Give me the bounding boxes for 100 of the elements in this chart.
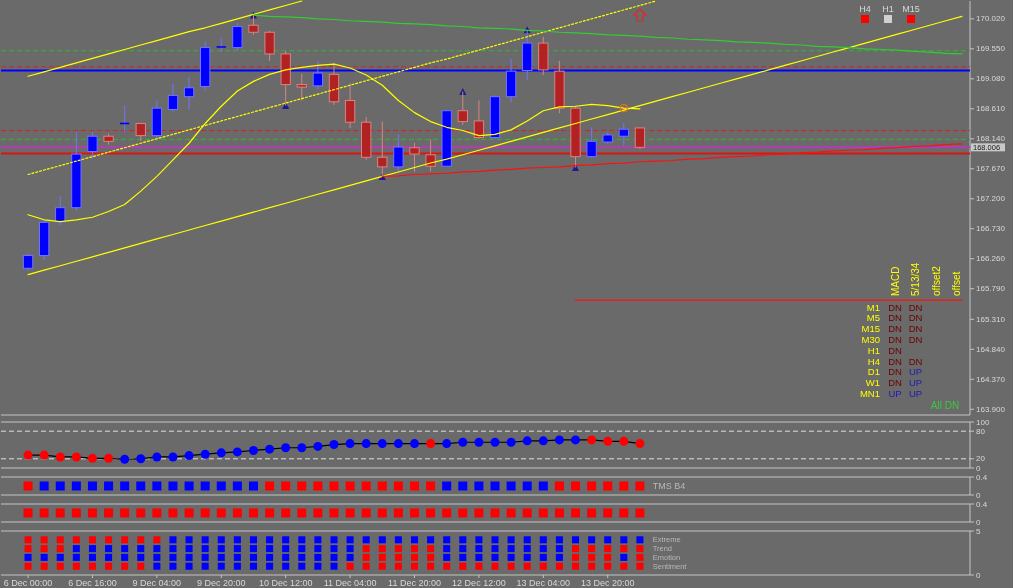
point	[152, 452, 162, 462]
point	[443, 536, 451, 544]
point	[201, 553, 209, 561]
candlestick	[377, 121, 388, 177]
y-tick-label: 20	[976, 454, 986, 464]
point	[588, 536, 596, 544]
y-tick-label: 0	[976, 517, 981, 527]
point	[475, 536, 483, 544]
point	[153, 545, 161, 553]
y-tick-label: 0	[976, 570, 981, 580]
point	[636, 536, 644, 544]
point	[298, 545, 306, 553]
point	[554, 435, 564, 445]
point	[200, 449, 210, 459]
text: DN	[908, 355, 923, 367]
point	[603, 436, 613, 446]
point	[362, 536, 370, 544]
point	[571, 435, 581, 445]
point	[314, 545, 322, 553]
point	[40, 562, 48, 570]
y-tick-label: 165.790	[976, 284, 1006, 294]
y-tick-label: 163.900	[976, 404, 1006, 414]
point	[88, 545, 96, 553]
text: DN	[908, 301, 923, 313]
point	[233, 545, 241, 553]
text: UP	[888, 387, 902, 399]
text: DN	[888, 355, 902, 367]
category-label: M5	[866, 312, 880, 324]
x-tick-label: 13 Dec 04:00	[516, 577, 571, 588]
x-tick-label: 13 Dec 20:00	[580, 577, 635, 588]
candlestick	[425, 138, 436, 172]
y-tick-label: 169.550	[976, 44, 1006, 54]
point	[523, 545, 531, 553]
point	[329, 440, 339, 450]
point	[491, 536, 499, 544]
point	[137, 553, 145, 561]
text: DN	[888, 323, 902, 335]
point	[314, 553, 322, 561]
point	[217, 536, 225, 544]
category-label: M15	[902, 4, 920, 14]
candlestick	[618, 122, 629, 147]
point	[346, 545, 354, 553]
point	[185, 545, 193, 553]
line-series	[27, 0, 303, 77]
point	[539, 553, 547, 561]
point	[393, 439, 403, 449]
point	[426, 439, 436, 449]
text: DN	[908, 323, 923, 335]
point	[362, 562, 370, 570]
point	[459, 536, 467, 544]
text: DN	[888, 301, 902, 313]
x-tick-label: 9 Dec 04:00	[132, 577, 182, 588]
point	[137, 562, 145, 570]
candlestick	[183, 76, 195, 110]
point	[523, 553, 531, 561]
point	[55, 452, 65, 462]
point	[635, 439, 645, 449]
y-tick-label: 167.670	[976, 164, 1006, 174]
point	[169, 545, 177, 553]
category-label: H1	[867, 344, 880, 356]
category-label: M1	[866, 301, 880, 313]
point	[72, 545, 80, 553]
x-tick-label: 11 Dec 04:00	[323, 577, 377, 588]
category-label: D1	[867, 366, 880, 378]
point	[588, 562, 596, 570]
point	[249, 553, 257, 561]
text: DN	[888, 377, 902, 389]
point	[266, 545, 274, 553]
point	[539, 536, 547, 544]
point	[443, 553, 451, 561]
point	[105, 553, 113, 561]
point	[266, 536, 274, 544]
point	[346, 553, 354, 561]
y-tick-label: 0.4	[976, 499, 988, 509]
candlestick	[409, 142, 420, 173]
candlestick	[264, 30, 275, 62]
candlestick	[393, 133, 404, 173]
y-tick-label: 5	[976, 526, 981, 536]
category-label: H1	[882, 4, 894, 14]
candlestick	[167, 83, 179, 112]
point	[523, 562, 531, 570]
point	[232, 447, 242, 457]
candlestick	[586, 126, 597, 159]
point	[121, 545, 129, 553]
point	[24, 553, 32, 561]
point	[620, 553, 628, 561]
point	[620, 536, 628, 544]
point	[282, 536, 290, 544]
point	[281, 443, 291, 453]
point	[346, 536, 354, 544]
point	[71, 452, 81, 462]
category-label: M15	[861, 323, 880, 335]
point	[24, 562, 32, 570]
text: UP	[908, 387, 923, 399]
point	[377, 439, 387, 449]
point	[104, 453, 114, 463]
point	[56, 562, 64, 570]
text: DN	[888, 333, 902, 345]
point	[201, 536, 209, 544]
point	[507, 536, 515, 544]
